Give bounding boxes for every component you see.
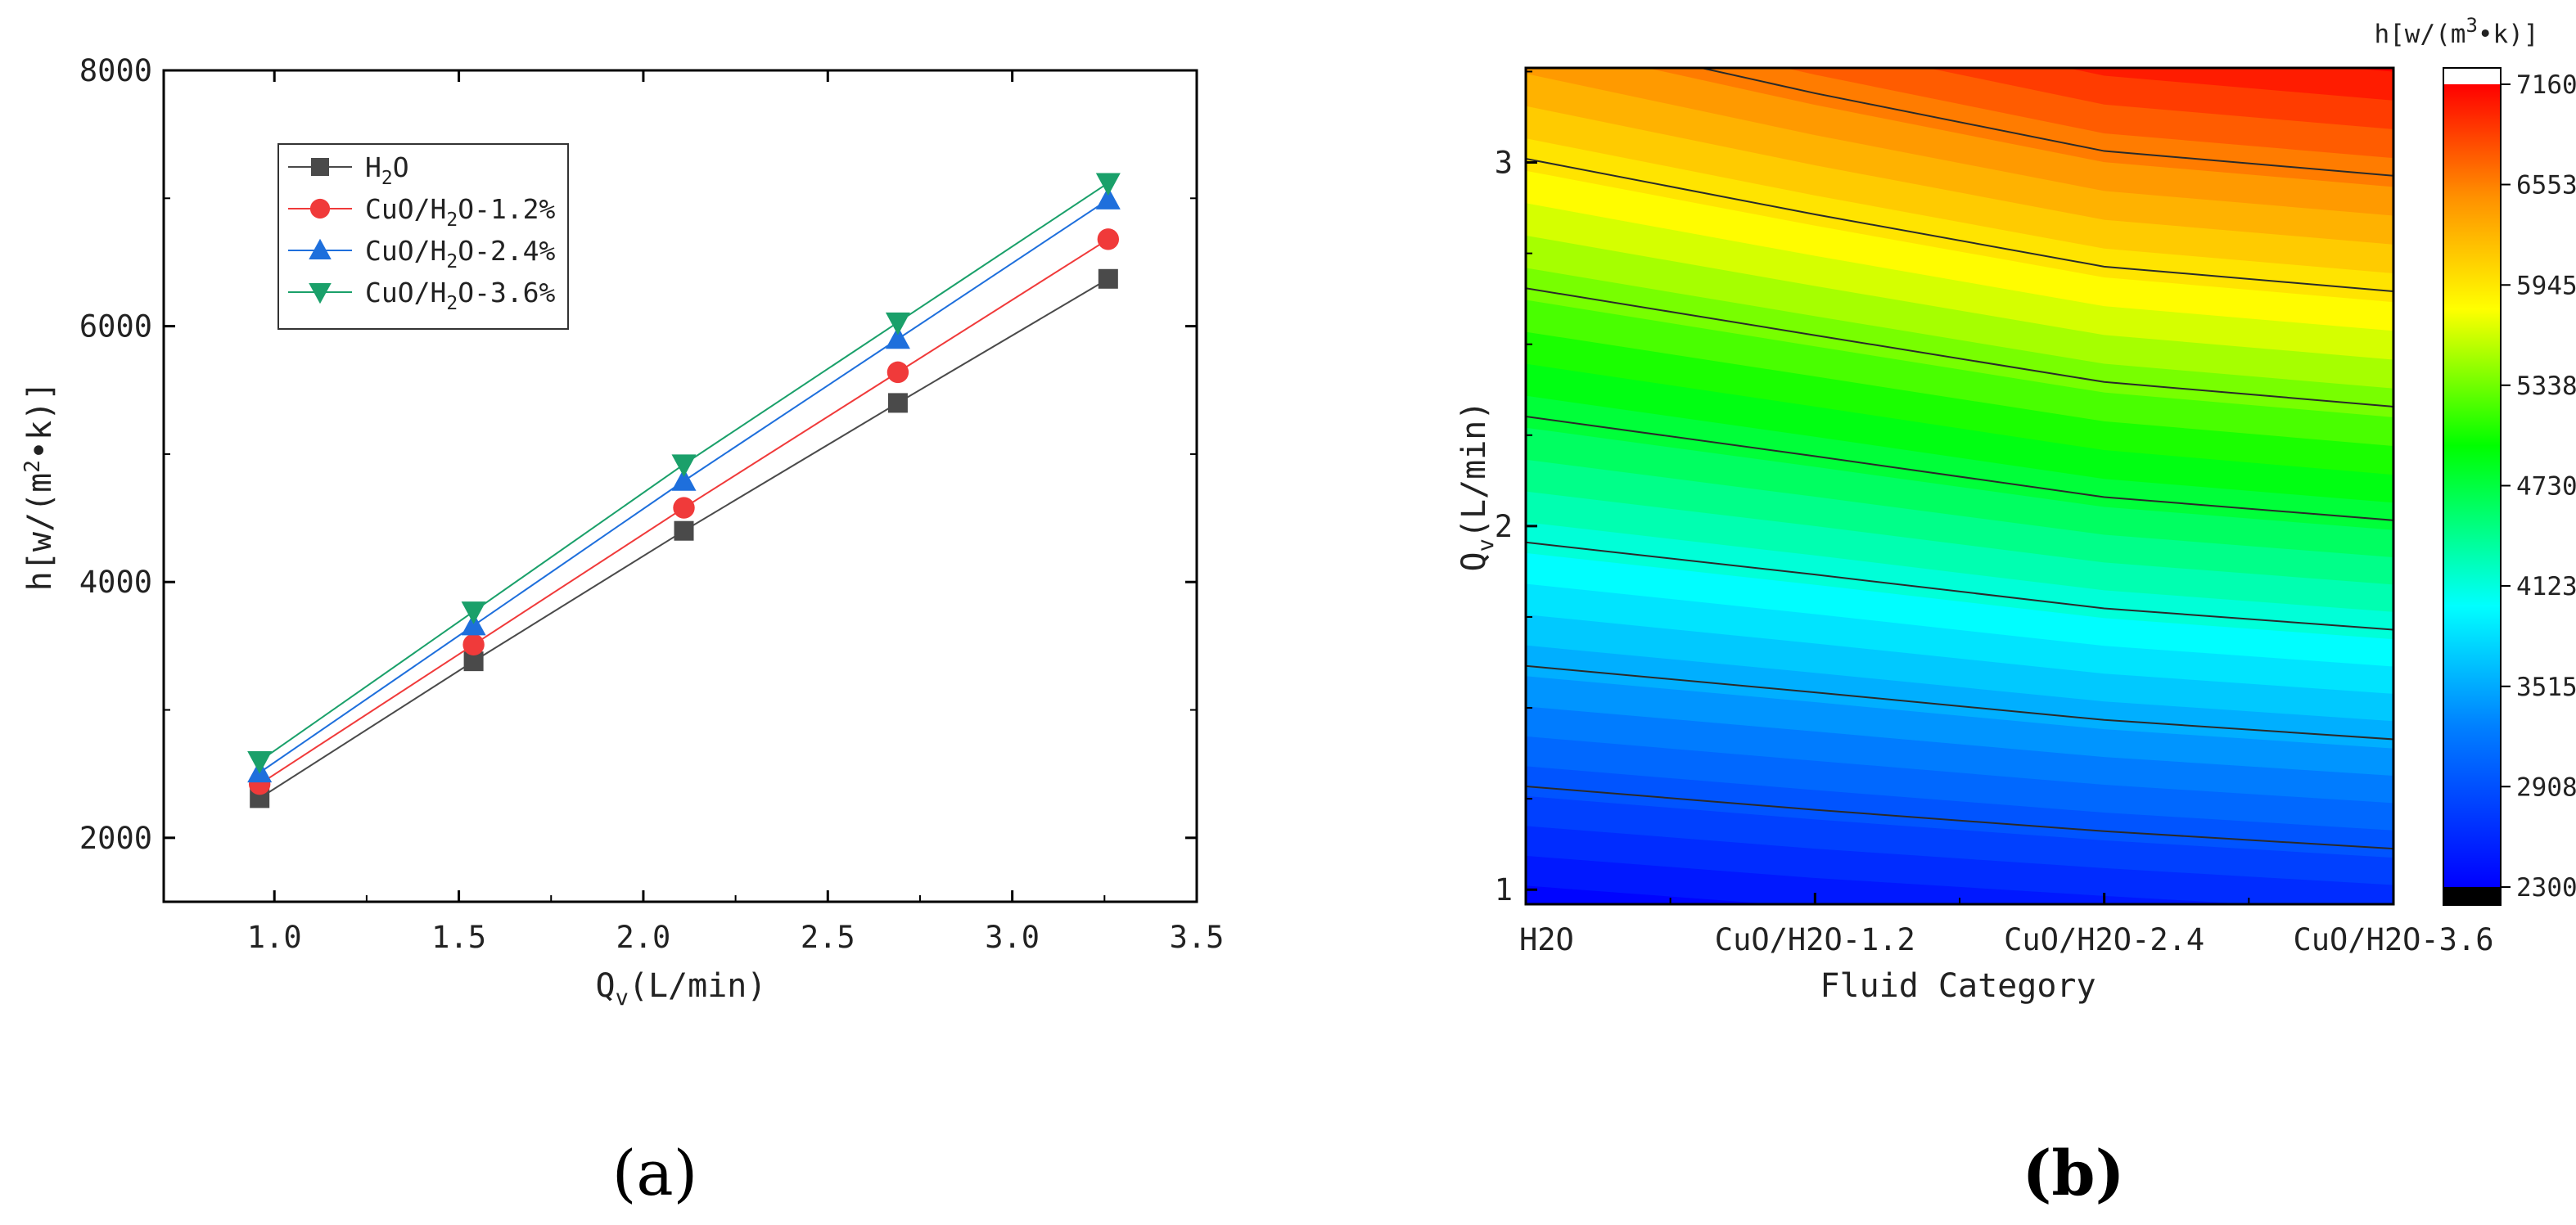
legend-label: CuO/H2O-1.2% bbox=[365, 193, 556, 231]
chart-a-series bbox=[247, 173, 1121, 808]
data-point bbox=[673, 497, 695, 519]
contour-band bbox=[1928, 68, 2393, 129]
x-tick-label: CuO/H2O-2.4 bbox=[2004, 922, 2204, 957]
chart-b: H2O CuO/H2O-1.2 CuO/H2O-2.4 CuO/H2O-3.6 123… bbox=[1455, 0, 2576, 1209]
data-point bbox=[885, 326, 910, 349]
x-tick-label: H2O bbox=[1519, 922, 1574, 957]
legend-label: CuO/H2O-3.6% bbox=[365, 277, 556, 314]
chart-b-y-axis-title: Qv(L/min) bbox=[1455, 401, 1499, 572]
colorbar-title: h[w/(m3•k)] bbox=[2374, 14, 2538, 49]
chart-a-x-axis: 1.0 1.5 2.0 2.5 3.0 3.5 bbox=[247, 70, 1225, 955]
x-tick-label: CuO/H2O-3.6 bbox=[2293, 922, 2493, 957]
colorbar-gradient bbox=[2443, 84, 2501, 887]
chart-a-y-axis: 2000 4000 6000 8000 bbox=[79, 53, 1197, 856]
contour-band bbox=[1784, 68, 2393, 159]
chart-b-x-axis-title: Fluid Category bbox=[1820, 967, 2096, 1005]
data-point bbox=[887, 393, 908, 413]
data-point bbox=[1095, 187, 1121, 209]
x-tick-label: CuO/H2O-1.2 bbox=[1715, 922, 1915, 957]
data-point bbox=[461, 601, 486, 624]
y-tick-label: 2000 bbox=[79, 821, 152, 856]
colorbar-tick-label: 4730 bbox=[2516, 472, 2576, 502]
contour-line bbox=[1526, 415, 2393, 521]
legend-label: H2O bbox=[365, 151, 409, 189]
colorbar-tick-label: 3515 bbox=[2516, 673, 2576, 702]
colorbar-tick-label: 2300 bbox=[2516, 873, 2576, 903]
contour-band bbox=[1526, 0, 2393, 14]
contour-line bbox=[1526, 157, 2393, 293]
contour-band bbox=[1526, 0, 2393, 43]
x-tick-label: 3.0 bbox=[985, 920, 1040, 955]
colorbar-tick-label: 4123 bbox=[2516, 572, 2576, 601]
colorbar-top-cap bbox=[2443, 68, 2501, 84]
colorbar-tick-label: 7160 bbox=[2516, 70, 2576, 100]
chart-a: 1.0 1.5 2.0 2.5 3.0 3.5 2000 4000 6000 8000 Qv(L… bbox=[20, 53, 1224, 1209]
contour-line bbox=[1526, 287, 2393, 408]
contour-field bbox=[1526, 0, 2393, 904]
colorbar: h[w/(m3•k)] 2300 2908 3515 4123 4730 5338 5945… bbox=[2374, 14, 2576, 906]
colorbar-tick-label: 5945 bbox=[2516, 271, 2576, 300]
x-tick-label: 3.5 bbox=[1170, 920, 1225, 955]
contour-band bbox=[2349, 68, 2393, 72]
contour-line bbox=[1697, 68, 2393, 177]
data-point bbox=[1098, 268, 1118, 289]
colorbar-tick-label: 5338 bbox=[2516, 372, 2576, 401]
data-point bbox=[247, 751, 273, 774]
x-tick-label: 1.5 bbox=[431, 920, 486, 955]
data-point bbox=[1095, 173, 1121, 196]
legend-label: CuO/H2O-2.4% bbox=[365, 235, 556, 272]
y-tick-label: 3 bbox=[1495, 146, 1513, 181]
y-tick-label: 1 bbox=[1495, 872, 1513, 907]
data-point bbox=[674, 520, 694, 541]
legend-marker bbox=[309, 238, 332, 259]
data-point bbox=[671, 454, 697, 478]
contour-line bbox=[1526, 664, 2393, 741]
data-point bbox=[671, 468, 697, 491]
data-point bbox=[886, 361, 909, 384]
legend-marker bbox=[309, 283, 332, 304]
legend-marker bbox=[311, 158, 329, 176]
x-tick-label: 1.0 bbox=[247, 920, 302, 955]
colorbar-bottom-cap bbox=[2443, 887, 2501, 905]
data-point bbox=[885, 312, 910, 336]
chart-b-x-axis: H2O CuO/H2O-1.2 CuO/H2O-2.4 CuO/H2O-3.6 bbox=[1519, 893, 2494, 957]
contour-band bbox=[2067, 68, 2393, 101]
panel-label-a: (a) bbox=[612, 1137, 698, 1209]
y-tick-label: 4000 bbox=[79, 565, 152, 600]
contour-line bbox=[1526, 541, 2393, 631]
chart-a-x-axis-title: Qv(L/min) bbox=[596, 967, 767, 1011]
chart-a-y-axis-title: h[w/(m2•k)] bbox=[20, 381, 59, 591]
contour-lines bbox=[1526, 68, 2393, 850]
y-tick-label: 2 bbox=[1495, 509, 1513, 544]
panel-label-b: (b) bbox=[2022, 1137, 2124, 1209]
colorbar-tick-label: 6553 bbox=[2516, 171, 2576, 200]
chart-a-legend: H2O CuO/H2O-1.2% CuO/H2O-2.4% CuO/H2O-3.6% bbox=[277, 143, 569, 330]
y-tick-label: 8000 bbox=[79, 53, 152, 88]
data-point bbox=[1097, 228, 1120, 250]
data-point bbox=[462, 633, 485, 656]
chart-b-y-axis: 1 2 3 bbox=[1495, 70, 1537, 907]
x-tick-label: 2.5 bbox=[801, 920, 855, 955]
legend-marker bbox=[309, 198, 331, 219]
x-tick-label: 2.0 bbox=[616, 920, 671, 955]
contour-line bbox=[1526, 785, 2393, 850]
y-tick-label: 6000 bbox=[79, 309, 152, 345]
colorbar-tick-label: 2908 bbox=[2516, 772, 2576, 802]
